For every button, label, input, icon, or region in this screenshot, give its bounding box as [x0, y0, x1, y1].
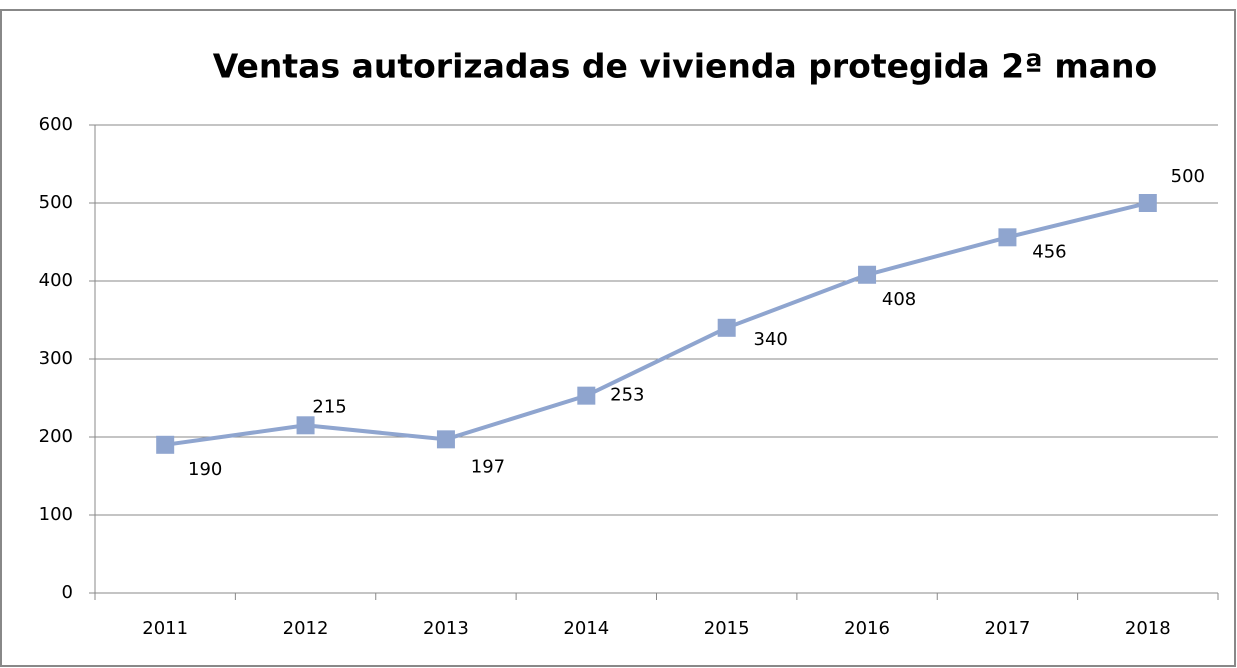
y-tick-label: 400 [39, 270, 73, 291]
y-tick-label: 0 [62, 582, 73, 603]
y-tick-label: 500 [39, 192, 73, 213]
y-tick-label: 200 [39, 426, 73, 447]
x-tick-label: 2015 [704, 618, 750, 639]
x-tick-label: 2014 [563, 618, 609, 639]
series-line [164, 201, 1149, 447]
marker [717, 318, 736, 337]
marker [858, 265, 877, 284]
marker [998, 228, 1017, 247]
marker [436, 430, 455, 449]
data-label: 253 [610, 385, 644, 406]
data-label: 340 [754, 329, 788, 350]
x-tick-label: 2012 [283, 618, 329, 639]
x-tick-label: 2018 [1125, 618, 1171, 639]
data-label: 456 [1032, 241, 1066, 262]
x-tick-label: 2017 [985, 618, 1031, 639]
data-label: 197 [471, 456, 505, 477]
y-tick-label: 300 [39, 348, 73, 369]
x-tick-label: 2016 [844, 618, 890, 639]
y-tick-label: 100 [39, 504, 73, 525]
marker [296, 416, 315, 435]
x-tick-label: 2011 [142, 618, 188, 639]
data-label: 190 [188, 459, 222, 480]
y-tick-label: 600 [39, 114, 73, 135]
chart-title: Ventas autorizadas de vivienda protegida… [213, 47, 1157, 86]
data-label: 408 [882, 289, 916, 310]
data-label: 215 [312, 396, 346, 417]
data-label: 500 [1171, 166, 1205, 187]
marker [1138, 194, 1157, 212]
x-tick-label: 2013 [423, 618, 469, 639]
chart-border [0, 9, 1236, 667]
marker [156, 435, 175, 454]
marker [577, 386, 596, 405]
